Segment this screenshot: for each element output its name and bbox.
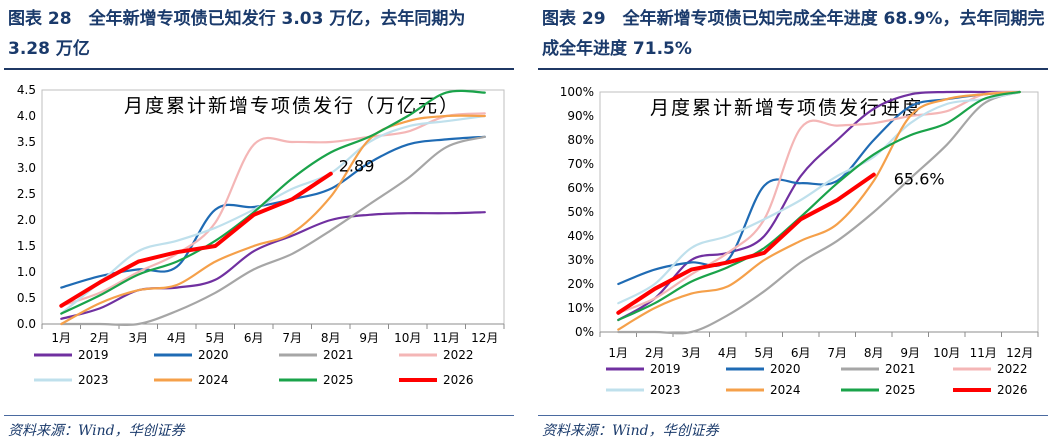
- x-tick-label: 3月: [128, 331, 148, 345]
- y-tick-label: 40%: [567, 229, 594, 243]
- legend-label-2022: 2022: [443, 348, 474, 362]
- y-tick-label: 60%: [567, 181, 594, 195]
- figure-28-title: 图表 28 全年新增专项债已知发行 3.03 万亿，去年同期为 3.28 万亿: [8, 9, 466, 59]
- y-tick-label: 3.5: [17, 135, 36, 149]
- y-tick-label: 3.0: [17, 161, 36, 175]
- data-label-latest: 2.89: [339, 157, 375, 176]
- y-tick-label: 4.0: [17, 109, 36, 123]
- x-tick-label: 10月: [933, 346, 960, 360]
- x-tick-label: 2月: [645, 346, 665, 360]
- y-tick-label: 0.5: [17, 291, 36, 305]
- legend-label-2024: 2024: [198, 373, 229, 387]
- x-tick-label: 1月: [608, 346, 628, 360]
- legend-label-2023: 2023: [78, 373, 109, 387]
- series-line-2020: [60, 135, 486, 289]
- legend-label-2020: 2020: [770, 362, 801, 376]
- x-tick-label: 4月: [718, 346, 738, 360]
- x-tick-label: 8月: [864, 346, 884, 360]
- y-tick-label: 2.0: [17, 213, 36, 227]
- series-line-2022: [60, 112, 486, 307]
- series-line-2019: [617, 90, 1021, 322]
- figure-28-panel: 图表 28 全年新增专项债已知发行 3.03 万亿，去年同期为 3.28 万亿 …: [4, 0, 514, 446]
- x-tick-label: 6月: [244, 331, 264, 345]
- y-tick-label: 50%: [567, 205, 594, 219]
- x-tick-label: 10月: [394, 331, 421, 345]
- x-tick-label: 11月: [433, 331, 460, 345]
- legend-label-2019: 2019: [78, 348, 109, 362]
- series-line-2024: [617, 90, 1021, 331]
- x-tick-label: 12月: [1006, 346, 1033, 360]
- series-line-2022: [617, 90, 1021, 314]
- x-tick-label: 1月: [51, 331, 71, 345]
- x-tick-label: 3月: [681, 346, 701, 360]
- figure-29-panel: 图表 29 全年新增专项债已知完成全年进度 68.9%，去年同期完成全年进度 7…: [538, 0, 1048, 446]
- source-divider: [538, 415, 1048, 416]
- legend-label-2021: 2021: [323, 348, 354, 362]
- y-tick-label: 2.5: [17, 187, 36, 201]
- x-tick-label: 12月: [471, 331, 498, 345]
- title-divider: [538, 68, 1048, 70]
- x-tick-label: 4月: [167, 331, 187, 345]
- x-tick-label: 7月: [827, 346, 847, 360]
- legend-label-2025: 2025: [323, 373, 354, 387]
- cumulative-issuance-chart: 0.0 0.5 1.0 1.5 2.0 2.5 3.0 3.5 4.0 4.5 1月 2月 3月 4月 5月…: [17, 83, 505, 387]
- x-tick-label: 7月: [282, 331, 302, 345]
- y-tick-label: 4.5: [17, 83, 36, 97]
- x-tick-label: 9月: [900, 346, 920, 360]
- x-tick-label: 5月: [205, 331, 225, 345]
- y-tick-label: 30%: [567, 253, 594, 267]
- series-line-2019: [60, 211, 486, 320]
- y-tick-label: 20%: [567, 277, 594, 291]
- y-tick-label: 80%: [567, 133, 594, 147]
- legend-label-2026: 2026: [997, 383, 1028, 397]
- chart-title: 月度累计新增专项债发行（万亿元）: [124, 95, 460, 117]
- y-tick-label: 90%: [567, 109, 594, 123]
- issuance-progress-chart: 0% 10% 20% 30% 40% 50% 60% 70% 80% 90% 100% 1月 2月 3月 4…: [560, 85, 1039, 397]
- series-line-2026: [616, 172, 876, 315]
- figure-29-title: 图表 29 全年新增专项债已知完成全年进度 68.9%，去年同期完成全年进度 7…: [542, 9, 1045, 59]
- x-tick-label: 8月: [321, 331, 341, 345]
- legend-label-2023: 2023: [650, 383, 681, 397]
- legend-label-2026: 2026: [443, 373, 474, 387]
- series-line-2025: [617, 90, 1021, 322]
- source-note: 资料来源：Wind，华创证券: [542, 423, 719, 439]
- legend-label-2024: 2024: [770, 383, 801, 397]
- x-tick-label: 9月: [359, 331, 379, 345]
- y-tick-label: 0%: [575, 325, 594, 339]
- x-tick-label: 11月: [970, 346, 997, 360]
- y-tick-label: 70%: [567, 157, 594, 171]
- y-tick-label: 1.5: [17, 239, 36, 253]
- series-line-2024: [60, 114, 486, 326]
- series-line-2021: [617, 90, 1021, 335]
- legend-label-2022: 2022: [997, 362, 1028, 376]
- data-label-latest: 65.6%: [894, 170, 945, 189]
- legend-label-2019: 2019: [650, 362, 681, 376]
- series-line-2026: [59, 171, 333, 308]
- y-tick-label: 0.0: [17, 317, 36, 331]
- chart-title: 月度累计新增专项债发行进度: [650, 97, 923, 119]
- source-note: 资料来源：Wind，华创证券: [8, 423, 185, 439]
- title-divider: [4, 68, 514, 70]
- x-tick-label: 5月: [754, 346, 774, 360]
- series-line-2025: [60, 89, 486, 315]
- legend-label-2025: 2025: [885, 383, 916, 397]
- source-divider: [4, 415, 514, 416]
- series-line-2023: [617, 90, 1021, 305]
- y-tick-label: 10%: [567, 301, 594, 315]
- legend-label-2020: 2020: [198, 348, 229, 362]
- series-line-2023: [60, 114, 486, 315]
- y-tick-label: 1.0: [17, 265, 36, 279]
- x-tick-label: 6月: [791, 346, 811, 360]
- x-tick-label: 2月: [90, 331, 110, 345]
- series-line-2021: [60, 135, 486, 327]
- legend-label-2021: 2021: [885, 362, 916, 376]
- y-tick-label: 100%: [560, 85, 594, 99]
